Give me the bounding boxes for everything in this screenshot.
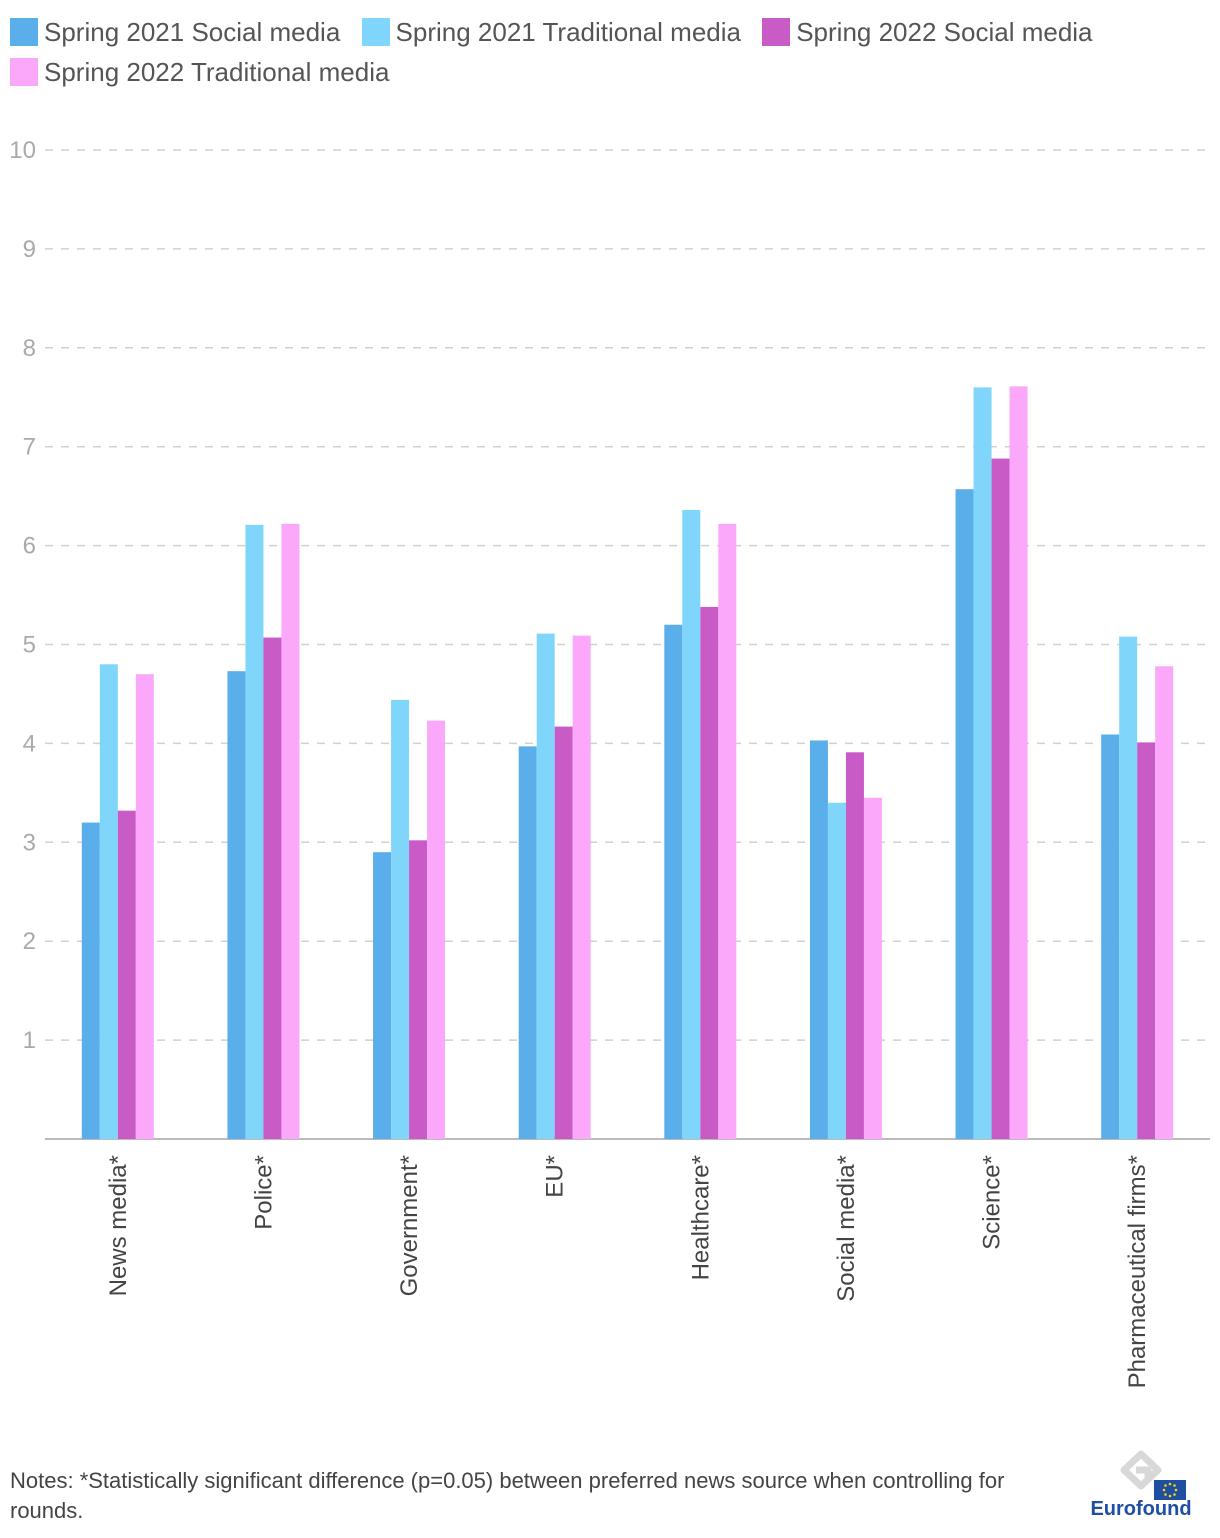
x-tick-label: Police* — [250, 1155, 277, 1230]
legend-label: Spring 2021 Traditional media — [395, 17, 741, 47]
legend-swatch — [10, 58, 38, 86]
legend-label: Spring 2022 Traditional media — [44, 57, 390, 87]
legend-item-spring-2022-traditional-media[interactable]: Spring 2022 Traditional media — [10, 52, 389, 92]
x-tick-label: Pharmaceutical firms* — [1124, 1155, 1151, 1388]
x-tick-label: Government* — [396, 1155, 423, 1296]
bar[interactable] — [845, 752, 864, 1139]
legend-label: Spring 2021 Social media — [44, 17, 341, 47]
bar[interactable] — [227, 671, 246, 1139]
bar[interactable] — [1155, 666, 1174, 1139]
bar[interactable] — [518, 746, 537, 1139]
bar[interactable] — [718, 523, 737, 1139]
bar[interactable] — [827, 802, 846, 1139]
y-tick-label: 7 — [23, 434, 36, 461]
category-labels: News media* Police* Government* EU* Healthca… — [105, 1155, 1151, 1388]
legend-swatch — [361, 18, 390, 46]
y-tick-label: 1 — [23, 1027, 36, 1054]
y-tick-label: 6 — [23, 533, 36, 560]
bar[interactable] — [991, 458, 1010, 1139]
y-tick-label: 3 — [23, 829, 36, 856]
y-tick-label: 5 — [23, 632, 36, 659]
x-tick-label: Science* — [979, 1155, 1006, 1250]
bar[interactable] — [117, 810, 136, 1139]
bar[interactable] — [99, 664, 118, 1139]
bar[interactable] — [572, 635, 591, 1139]
eurofound-logo: Eurofound — [1086, 1450, 1196, 1525]
bar[interactable] — [682, 509, 701, 1140]
bar[interactable] — [245, 524, 264, 1139]
gridlines: 1 2 3 4 5 6 7 8 9 10 — [9, 137, 1210, 1140]
bar[interactable] — [809, 740, 828, 1139]
bar[interactable] — [281, 523, 300, 1139]
bar[interactable] — [1009, 386, 1028, 1140]
legend-label: Spring 2022 Social media — [796, 17, 1093, 47]
bar[interactable] — [700, 606, 719, 1139]
bar[interactable] — [409, 840, 428, 1139]
y-tick-label: 4 — [23, 730, 36, 757]
y-tick-label: 8 — [23, 335, 36, 362]
bar[interactable] — [391, 699, 410, 1139]
bar[interactable] — [135, 674, 154, 1139]
y-tick-label: 2 — [23, 928, 36, 955]
x-tick-label: Social media* — [833, 1155, 860, 1302]
legend: Spring 2021 Social media Spring 2021 Tra… — [10, 12, 1210, 92]
bar[interactable] — [664, 624, 683, 1139]
bar[interactable] — [263, 637, 282, 1139]
y-tick-label: 9 — [23, 236, 36, 263]
y-tick-label: 10 — [9, 137, 36, 164]
bar[interactable] — [1119, 636, 1138, 1139]
legend-swatch — [10, 18, 38, 46]
legend-swatch — [762, 18, 791, 46]
x-tick-label: EU* — [542, 1155, 569, 1198]
bar[interactable] — [955, 489, 974, 1139]
x-tick-label: Healthcare* — [687, 1155, 714, 1280]
bar[interactable] — [973, 387, 992, 1139]
bar[interactable] — [1101, 734, 1120, 1139]
logo-icon — [1120, 1450, 1186, 1500]
legend-item-spring-2021-traditional-media[interactable]: Spring 2021 Traditional media — [361, 12, 741, 52]
legend-item-spring-2022-social-media[interactable]: Spring 2022 Social media — [762, 12, 1093, 52]
x-tick-label: News media* — [105, 1155, 132, 1296]
bar[interactable] — [373, 852, 392, 1139]
bar[interactable] — [554, 726, 573, 1139]
bar[interactable] — [427, 720, 446, 1139]
legend-item-spring-2021-social-media[interactable]: Spring 2021 Social media — [10, 12, 340, 52]
bars — [81, 386, 1174, 1140]
chart-notes: Notes: *Statistically significant differ… — [10, 1468, 1005, 1523]
logo-text: Eurofound — [1090, 1498, 1192, 1520]
bar[interactable] — [536, 633, 555, 1139]
bar[interactable] — [81, 822, 100, 1139]
bar[interactable] — [1137, 742, 1156, 1139]
bar-chart: 1 2 3 4 5 6 7 8 9 10 News media* Police* Government… — [9, 137, 1210, 1388]
bar[interactable] — [863, 797, 882, 1139]
